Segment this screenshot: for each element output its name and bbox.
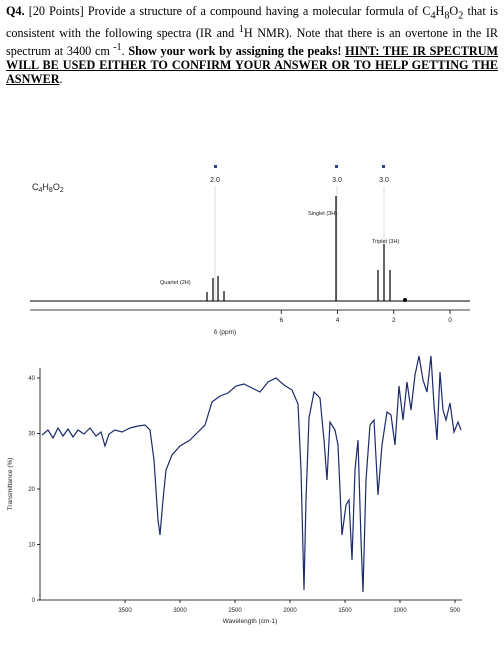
integration-marks [214, 165, 385, 168]
nmr-formula: C4H8O2 [32, 182, 64, 194]
x-tick-label: 0 [448, 317, 452, 324]
q-sub: 4 [430, 10, 436, 22]
q-text: . [59, 71, 63, 86]
q-sub: 2 [458, 10, 464, 22]
q-number: Q4. [6, 4, 25, 18]
q-sup: 1 [238, 24, 244, 36]
q-text: that is consistent with the following sp… [6, 4, 498, 41]
x-tick-label: 500 [450, 608, 461, 614]
ir-x-label: Wavelength (cm-1) [223, 618, 278, 625]
q-text: H [435, 4, 445, 18]
question: Q4. [20 Points] Provide a structure of a… [6, 4, 498, 86]
x-tick-label: 2 [392, 317, 396, 324]
q-sup: -1 [109, 41, 122, 53]
peak-label: Singlet (3H) [308, 211, 337, 217]
ir-curve [41, 355, 462, 593]
x-tick-label: 2000 [283, 608, 297, 614]
x-tick-label: 4 [336, 317, 340, 324]
nmr-peaks [206, 196, 391, 301]
ir-axes [39, 368, 462, 601]
integration: 2.0 [210, 177, 220, 184]
tms-dot [403, 298, 407, 302]
x-tick-label: 3500 [118, 608, 132, 614]
q-bold: Show your work by assigning the peaks! [128, 43, 342, 58]
x-tick-label: 1000 [393, 608, 407, 614]
y-tick-label: 20 [28, 487, 35, 493]
integration: 3.0 [332, 177, 342, 184]
x-tick-label: 3000 [173, 608, 187, 614]
q-sub: 8 [444, 10, 450, 22]
y-tick-label: 40 [28, 376, 35, 382]
q-text: O [449, 4, 459, 18]
x-tick-label: 2500 [228, 608, 242, 614]
x-tick-label: 1500 [338, 608, 352, 614]
q-hint: HINT: THE IR SPECTRUM WILL BE USED EITHE… [6, 43, 499, 86]
y-tick-label: 10 [28, 543, 35, 549]
peak-label: Triplet (3H) [372, 239, 399, 245]
q-text: [20 Points] Provide a structure of a com… [24, 4, 431, 18]
q-text: . [121, 43, 129, 58]
y-tick-label: 0 [32, 598, 36, 604]
peak-label: Quartet (2H) [160, 280, 191, 286]
integration: 3.0 [379, 177, 389, 184]
nmr-x-label: δ (ppm) [214, 329, 236, 336]
q-text: H NMR). Note that there is an overtone i… [6, 26, 499, 58]
y-tick-label: 30 [28, 432, 35, 438]
x-tick-label: 6 [279, 317, 283, 324]
ir-y-label: Transmittance (%) [7, 458, 14, 511]
